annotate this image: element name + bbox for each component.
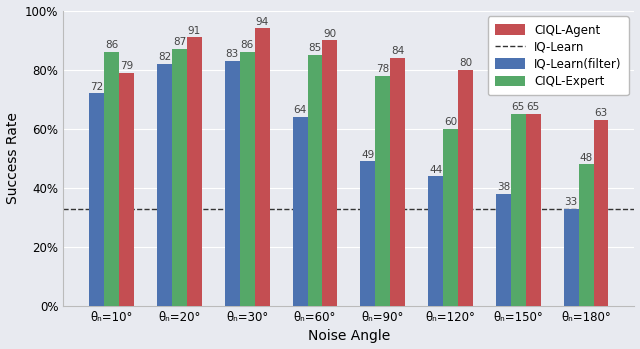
Text: 78: 78 bbox=[376, 64, 389, 74]
Bar bbox=[593, 120, 609, 306]
Text: 94: 94 bbox=[255, 17, 269, 27]
Bar bbox=[292, 117, 308, 306]
Bar bbox=[360, 161, 375, 306]
Text: 48: 48 bbox=[579, 153, 593, 163]
Text: 90: 90 bbox=[323, 29, 337, 39]
Bar bbox=[323, 40, 337, 306]
Text: 80: 80 bbox=[459, 58, 472, 68]
Text: 60: 60 bbox=[444, 117, 457, 127]
Bar bbox=[255, 28, 269, 306]
Text: 38: 38 bbox=[497, 182, 510, 192]
Text: 86: 86 bbox=[105, 40, 118, 51]
Text: 65: 65 bbox=[527, 103, 540, 112]
X-axis label: Noise Angle: Noise Angle bbox=[308, 329, 390, 343]
Bar bbox=[496, 194, 511, 306]
Bar bbox=[443, 129, 458, 306]
Text: 79: 79 bbox=[120, 61, 133, 71]
Bar bbox=[428, 176, 443, 306]
Bar bbox=[511, 114, 526, 306]
Bar bbox=[526, 114, 541, 306]
Bar bbox=[119, 73, 134, 306]
Bar bbox=[172, 49, 187, 306]
Text: 64: 64 bbox=[294, 105, 307, 116]
IQ-Learn bbox=[175, 206, 183, 210]
Text: 44: 44 bbox=[429, 164, 442, 174]
Bar bbox=[240, 52, 255, 306]
Text: 85: 85 bbox=[308, 43, 322, 53]
Text: 84: 84 bbox=[391, 46, 404, 56]
Bar bbox=[104, 52, 119, 306]
Y-axis label: Success Rate: Success Rate bbox=[6, 112, 20, 204]
Text: 83: 83 bbox=[226, 49, 239, 59]
Bar bbox=[157, 64, 172, 306]
Text: 86: 86 bbox=[241, 40, 254, 51]
Text: 63: 63 bbox=[595, 109, 607, 118]
Text: 65: 65 bbox=[512, 103, 525, 112]
Bar bbox=[579, 164, 593, 306]
IQ-Learn bbox=[108, 206, 115, 210]
Text: 87: 87 bbox=[173, 37, 186, 47]
Bar bbox=[390, 58, 405, 306]
Bar bbox=[225, 61, 240, 306]
Bar bbox=[187, 37, 202, 306]
Text: 72: 72 bbox=[90, 82, 104, 92]
Legend: CIQL-Agent, IQ-Learn, IQ-Learn(filter), CIQL-Expert: CIQL-Agent, IQ-Learn, IQ-Learn(filter), … bbox=[488, 16, 628, 95]
Bar bbox=[564, 208, 579, 306]
Bar bbox=[375, 76, 390, 306]
Text: 33: 33 bbox=[564, 197, 578, 207]
Bar bbox=[308, 55, 323, 306]
Bar bbox=[458, 70, 473, 306]
Text: 49: 49 bbox=[361, 150, 374, 160]
Text: 91: 91 bbox=[188, 26, 201, 36]
Text: 82: 82 bbox=[158, 52, 171, 62]
Bar bbox=[90, 93, 104, 306]
